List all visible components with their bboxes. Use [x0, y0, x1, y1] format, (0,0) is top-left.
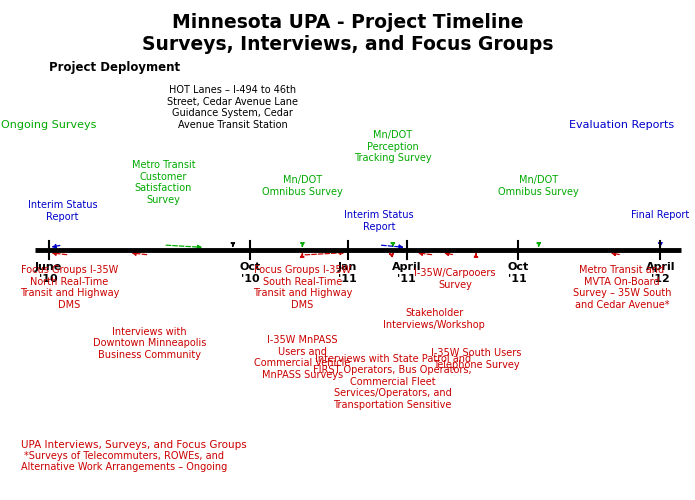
Text: April
'12: April '12 — [646, 262, 675, 284]
Text: Metro Transit and
MVTA On-Board
Survey – 35W South
and Cedar Avenue*: Metro Transit and MVTA On-Board Survey –… — [573, 265, 671, 310]
Text: Focus Groups I-35W
North Real-Time
Transit and Highway
DMS: Focus Groups I-35W North Real-Time Trans… — [20, 265, 119, 310]
Text: Surveys, Interviews, and Focus Groups: Surveys, Interviews, and Focus Groups — [142, 35, 553, 54]
Text: Minnesota UPA - Project Timeline: Minnesota UPA - Project Timeline — [172, 12, 523, 32]
Text: June
'10: June '10 — [35, 262, 63, 284]
Text: I-35W MnPASS
Users and
Commercial Vehicle
MnPASS Surveys: I-35W MnPASS Users and Commercial Vehicl… — [254, 335, 350, 380]
Text: Ongoing Surveys: Ongoing Surveys — [1, 120, 97, 130]
Text: Stakeholder
Interviews/Workshop: Stakeholder Interviews/Workshop — [384, 308, 485, 330]
Text: Mn/DOT
Omnibus Survey: Mn/DOT Omnibus Survey — [262, 175, 343, 197]
Text: Interviews with State Patrol and
FIRST Operators, Bus Operators,
Commercial Flee: Interviews with State Patrol and FIRST O… — [313, 354, 472, 410]
Text: Focus Groups I-35W
South Real-Time
Transit and Highway
DMS: Focus Groups I-35W South Real-Time Trans… — [253, 265, 352, 310]
Text: Final Report: Final Report — [631, 210, 689, 220]
Text: Interviews with
Downtown Minneapolis
Business Community: Interviews with Downtown Minneapolis Bus… — [92, 327, 206, 360]
Text: Mn/DOT
Omnibus Survey: Mn/DOT Omnibus Survey — [498, 175, 579, 197]
Text: Interim Status
Report: Interim Status Report — [344, 210, 414, 232]
Text: April
'11: April '11 — [392, 262, 421, 284]
Text: I-35W South Users
Telephone Survey: I-35W South Users Telephone Survey — [431, 348, 521, 370]
Text: HOT Lanes – I-494 to 46th
Street, Cedar Avenue Lane
Guidance System, Cedar
Avenu: HOT Lanes – I-494 to 46th Street, Cedar … — [167, 85, 298, 130]
Text: Oct
'10: Oct '10 — [240, 262, 261, 284]
Text: UPA Interviews, Surveys, and Focus Groups: UPA Interviews, Surveys, and Focus Group… — [21, 440, 247, 450]
Text: I-35W/Carpooers
Survey: I-35W/Carpooers Survey — [414, 268, 496, 290]
Text: Project Deployment: Project Deployment — [49, 61, 180, 74]
Text: Interim Status
Report: Interim Status Report — [28, 200, 97, 222]
Text: *Surveys of Telecommuters, ROWEs, and
Alternative Work Arrangements – Ongoing: *Surveys of Telecommuters, ROWEs, and Al… — [21, 451, 227, 472]
Text: Mn/DOT
Perception
Tracking Survey: Mn/DOT Perception Tracking Survey — [354, 130, 432, 163]
Text: Evaluation Reports: Evaluation Reports — [569, 120, 675, 130]
Text: Oct
'11: Oct '11 — [507, 262, 528, 284]
Text: Metro Transit
Customer
Satisfaction
Survey: Metro Transit Customer Satisfaction Surv… — [131, 160, 195, 205]
Text: Jan
'11: Jan '11 — [338, 262, 357, 284]
